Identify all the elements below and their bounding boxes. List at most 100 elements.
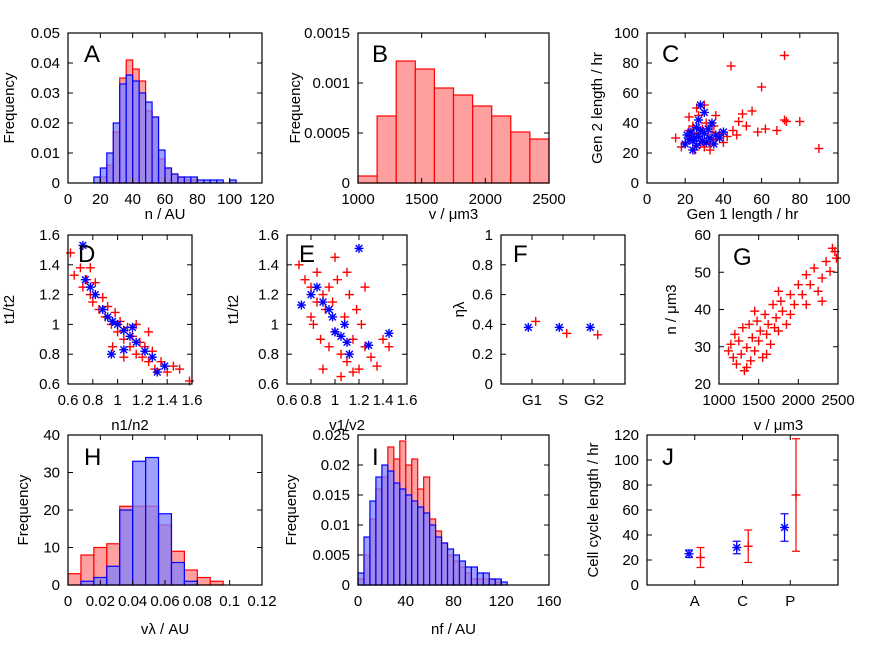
bar-blue: [93, 176, 101, 184]
point-plus-red: [817, 273, 827, 283]
point-plus-red: [793, 280, 803, 290]
point-plus-red: [726, 339, 736, 349]
point-plus-red: [344, 290, 354, 300]
point-plus-red: [791, 490, 801, 500]
x-axis-label: v1/v2: [329, 417, 365, 434]
point-plus-red: [308, 319, 318, 329]
point-plus-red: [736, 349, 746, 359]
point-plus-red: [809, 263, 819, 273]
point-plus-red: [312, 267, 322, 277]
panel-d: 0.6 0.8 1 1.2 1.4 1.60.60.811.21.41.6n1/n2t1/…: [1, 227, 202, 434]
point-star-blue: [354, 243, 364, 253]
point-plus-red: [766, 339, 776, 349]
point-plus-red: [336, 349, 346, 359]
point-plus-red: [753, 127, 763, 137]
point-plus-red: [780, 51, 790, 60]
y-tick-label: 0.8: [39, 346, 60, 363]
point-star-blue: [113, 319, 123, 329]
point-plus-red: [768, 300, 778, 310]
point-plus-red: [730, 329, 740, 339]
y-tick-label: 20: [622, 552, 639, 569]
panel-label: G: [733, 244, 752, 271]
x-tick-label: 0.12: [247, 593, 276, 610]
point-star-blue: [78, 240, 88, 250]
bar-blue: [470, 566, 478, 586]
x-tick-label: 1.6: [397, 392, 418, 409]
bar-blue: [177, 176, 186, 184]
point-plus-red: [348, 367, 358, 377]
point-plus-red: [750, 306, 760, 316]
point-plus-red: [366, 352, 376, 362]
point-plus-red: [731, 359, 741, 369]
point-plus-red: [168, 361, 178, 371]
y-tick-label: 20: [43, 502, 60, 519]
point-plus-red: [110, 307, 120, 317]
point-star-blue: [342, 337, 352, 347]
bar-red: [433, 87, 455, 184]
point-plus-red: [684, 112, 694, 122]
point-star-blue: [80, 275, 90, 285]
point-plus-red: [332, 275, 342, 285]
point-plus-red: [671, 133, 681, 143]
point-plus-red: [65, 248, 75, 258]
point-plus-red: [771, 313, 781, 323]
point-plus-red: [805, 280, 815, 290]
bar-blue: [440, 542, 449, 586]
point-plus-red: [103, 302, 113, 312]
bar-blue: [170, 173, 179, 184]
point-plus-red: [75, 263, 85, 273]
point-star-blue: [324, 305, 334, 314]
x-tick-label: 40: [124, 191, 141, 208]
y-tick-label: 0: [631, 577, 639, 594]
bar-blue: [411, 500, 419, 586]
panel-label: C: [662, 41, 679, 68]
x-axis-label: v / μm3: [754, 417, 803, 434]
point-plus-red: [724, 346, 734, 356]
bar-blue: [482, 572, 490, 586]
y-tick-label: 0.025: [312, 427, 350, 444]
bar-blue: [387, 470, 395, 586]
bar-blue: [369, 500, 377, 586]
y-tick-label: 1: [271, 316, 279, 333]
point-plus-red: [294, 260, 304, 270]
point-plus-red: [531, 316, 541, 326]
x-axis-label: nf / AU: [431, 621, 476, 638]
point-plus-red: [795, 117, 805, 126]
point-plus-red: [752, 316, 762, 326]
point-plus-red: [813, 286, 823, 296]
point-plus-red: [831, 253, 841, 263]
bar-blue: [446, 548, 455, 586]
y-tick-label: 60: [694, 227, 711, 244]
y-tick-label: 0.03: [31, 85, 60, 102]
y-tick-label: 0.02: [321, 457, 350, 474]
bar-blue: [458, 560, 467, 586]
y-axis-label: Frequency: [1, 72, 18, 143]
bar-red: [452, 94, 474, 184]
x-axis-label: Gen 1 length / hr: [687, 206, 799, 223]
point-star-blue: [98, 305, 108, 314]
bar-blue: [399, 488, 407, 586]
y-tick-label: 30: [43, 465, 60, 482]
panel-label: B: [372, 41, 388, 68]
bar-blue: [106, 152, 114, 184]
x-tick-label: 1.4: [157, 392, 178, 409]
x-tick-label: 0: [354, 593, 362, 610]
panel-label: D: [78, 241, 95, 268]
point-plus-red: [711, 111, 721, 120]
bar-blue: [99, 167, 108, 184]
point-plus-red: [732, 130, 742, 140]
bar-blue: [132, 80, 140, 184]
y-axis-label: t1/t2: [225, 295, 242, 324]
point-star-blue: [152, 367, 162, 377]
y-tick-label: 80: [622, 477, 639, 494]
point-plus-red: [85, 263, 95, 273]
y-tick-label: 0.01: [321, 517, 350, 534]
point-plus-red: [593, 330, 603, 340]
bar-blue: [170, 561, 185, 586]
y-axis-label: Frequency: [15, 474, 32, 545]
bar-red: [395, 60, 416, 184]
y-tick-label: 0.015: [312, 487, 350, 504]
x-axis-label: n1/n2: [111, 417, 149, 434]
point-star-blue: [384, 328, 394, 338]
point-plus-red: [156, 357, 166, 367]
